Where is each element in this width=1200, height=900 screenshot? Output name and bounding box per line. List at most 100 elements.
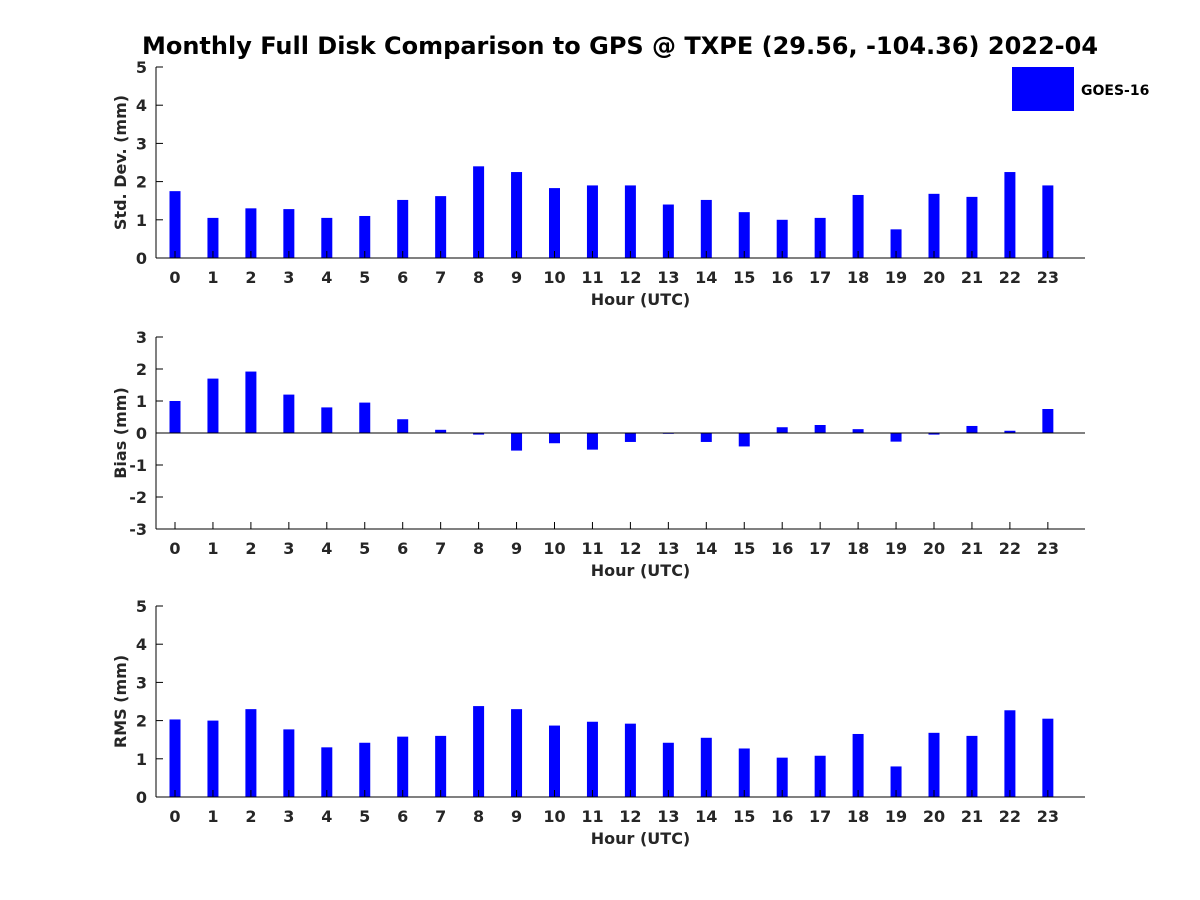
- stddev-bar-0: [169, 191, 181, 258]
- bias-bar-8: [473, 433, 485, 435]
- bias-xtick-label: 17: [809, 539, 831, 558]
- stddev-bar-7: [435, 196, 447, 258]
- rms-bar-5: [359, 742, 371, 797]
- stddev-bar-23: [1042, 185, 1054, 258]
- rms-bar-12: [624, 723, 636, 797]
- stddev-bar-18: [852, 194, 864, 258]
- bias-xtick-label: 4: [321, 539, 332, 558]
- bias-bar-4: [321, 407, 333, 433]
- bias-bar-19: [890, 433, 902, 442]
- rms-xtick-label: 5: [359, 807, 370, 826]
- bias-bar-6: [397, 419, 409, 433]
- rms-bar-9: [511, 709, 523, 797]
- bias-bar-22: [1004, 430, 1016, 433]
- bias-ytick-label: 1: [136, 392, 147, 411]
- stddev-bar-4: [321, 217, 333, 258]
- rms-bar-17: [814, 755, 826, 797]
- stddev-ytick-label: 0: [136, 249, 147, 268]
- stddev-bar-6: [397, 199, 409, 258]
- stddev-bar-22: [1004, 172, 1016, 258]
- stddev-bar-9: [511, 172, 523, 258]
- bias-y-axis-label: Bias (mm): [111, 387, 130, 479]
- stddev-ytick-label: 1: [136, 211, 147, 230]
- rms-bar-11: [586, 721, 598, 797]
- legend: GOES-16: [1012, 67, 1149, 111]
- stddev-xtick-label: 6: [397, 268, 408, 287]
- stddev-bar-14: [700, 199, 712, 258]
- bias-xtick-label: 12: [619, 539, 641, 558]
- stddev-bar-1: [207, 217, 219, 258]
- stddev-xtick-label: 17: [809, 268, 831, 287]
- stddev-xtick-label: 19: [885, 268, 907, 287]
- rms-bar-7: [435, 735, 447, 797]
- stddev-bar-3: [283, 209, 295, 258]
- rms-xtick-label: 6: [397, 807, 408, 826]
- bias-bar-20: [928, 433, 940, 435]
- stddev-xtick-label: 5: [359, 268, 370, 287]
- rms-bar-4: [321, 747, 333, 797]
- rms-bar-15: [738, 748, 750, 797]
- bias-bar-11: [586, 433, 598, 450]
- rms-bar-0: [169, 719, 181, 797]
- bias-xtick-label: 8: [473, 539, 484, 558]
- bias-ytick-label: 3: [136, 328, 147, 347]
- bias-xtick-label: 2: [245, 539, 256, 558]
- bias-x-axis-label: Hour (UTC): [591, 561, 691, 580]
- rms-xtick-label: 16: [771, 807, 793, 826]
- rms-xtick-label: 23: [1037, 807, 1059, 826]
- bias-xtick-label: 5: [359, 539, 370, 558]
- bias-bar-5: [359, 402, 371, 433]
- rms-xtick-label: 0: [169, 807, 180, 826]
- rms-y-axis-label: RMS (mm): [111, 655, 130, 748]
- rms-xtick-label: 19: [885, 807, 907, 826]
- rms-xtick-label: 17: [809, 807, 831, 826]
- stddev-bar-8: [473, 166, 485, 258]
- rms-xtick-label: 7: [435, 807, 446, 826]
- bias-ytick-label: 2: [136, 360, 147, 379]
- bias-bar-16: [776, 427, 788, 433]
- bias-xtick-label: 21: [961, 539, 983, 558]
- rms-xtick-label: 21: [961, 807, 983, 826]
- bias-xtick-label: 23: [1037, 539, 1059, 558]
- stddev-bar-21: [966, 196, 978, 258]
- bias-xtick-label: 13: [657, 539, 679, 558]
- bias-bar-0: [169, 401, 181, 433]
- rms-xtick-label: 15: [733, 807, 755, 826]
- bias-bar-14: [700, 433, 712, 442]
- rms-xtick-label: 18: [847, 807, 869, 826]
- stddev-xtick-label: 10: [543, 268, 565, 287]
- stddev-xtick-label: 16: [771, 268, 793, 287]
- rms-xtick-label: 20: [923, 807, 945, 826]
- bias-xtick-label: 11: [581, 539, 603, 558]
- rms-bar-22: [1004, 710, 1016, 797]
- stddev-bar-5: [359, 215, 371, 258]
- bias-xtick-label: 10: [543, 539, 565, 558]
- bias-ytick-label: 0: [136, 424, 147, 443]
- bias-xtick-label: 7: [435, 539, 446, 558]
- stddev-xtick-label: 1: [207, 268, 218, 287]
- bias-bar-2: [245, 371, 257, 433]
- stddev-xtick-label: 0: [169, 268, 180, 287]
- bias-bar-9: [511, 433, 523, 451]
- rms-bar-3: [283, 729, 295, 797]
- stddev-ytick-label: 4: [136, 96, 147, 115]
- bias-xtick-label: 1: [207, 539, 218, 558]
- bias-xtick-label: 14: [695, 539, 717, 558]
- bias-xtick-label: 18: [847, 539, 869, 558]
- bias-xtick-label: 16: [771, 539, 793, 558]
- rms-bar-2: [245, 709, 257, 797]
- stddev-xtick-label: 7: [435, 268, 446, 287]
- rms-ytick-label: 0: [136, 788, 147, 807]
- stddev-xtick-label: 14: [695, 268, 717, 287]
- stddev-bar-2: [245, 208, 257, 258]
- rms-bar-16: [776, 757, 788, 797]
- rms-bar-19: [890, 766, 902, 797]
- stddev-bar-12: [624, 185, 636, 258]
- stddev-bar-17: [814, 217, 826, 258]
- bias-bar-18: [852, 429, 864, 433]
- stddev-bar-20: [928, 193, 940, 258]
- stddev-xtick-label: 13: [657, 268, 679, 287]
